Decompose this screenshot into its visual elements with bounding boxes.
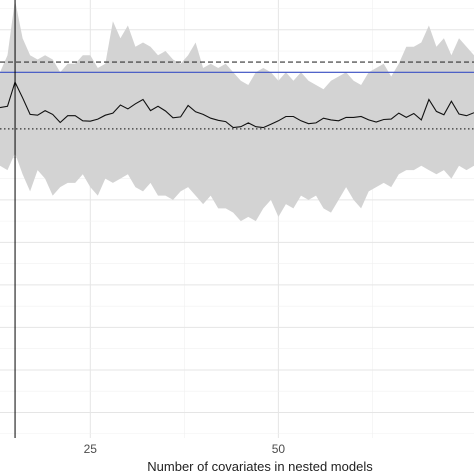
confidence-band xyxy=(0,0,474,222)
x-tick-labels: 25 50 xyxy=(84,442,286,456)
x-tick-label: 25 xyxy=(84,442,98,456)
reference-lines xyxy=(0,61,474,130)
series-line xyxy=(0,80,474,129)
x-tick-label: 50 xyxy=(272,442,286,456)
x-axis-title: Number of covariates in nested models xyxy=(147,459,373,474)
